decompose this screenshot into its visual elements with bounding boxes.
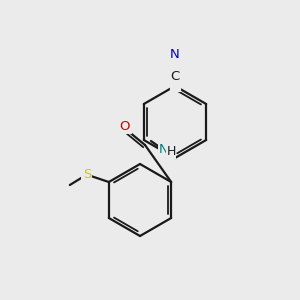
Text: N: N [159,143,169,156]
Text: N: N [170,48,180,61]
Text: C: C [170,70,180,83]
Text: S: S [82,167,91,181]
Text: O: O [120,119,130,133]
Text: H: H [166,145,176,158]
